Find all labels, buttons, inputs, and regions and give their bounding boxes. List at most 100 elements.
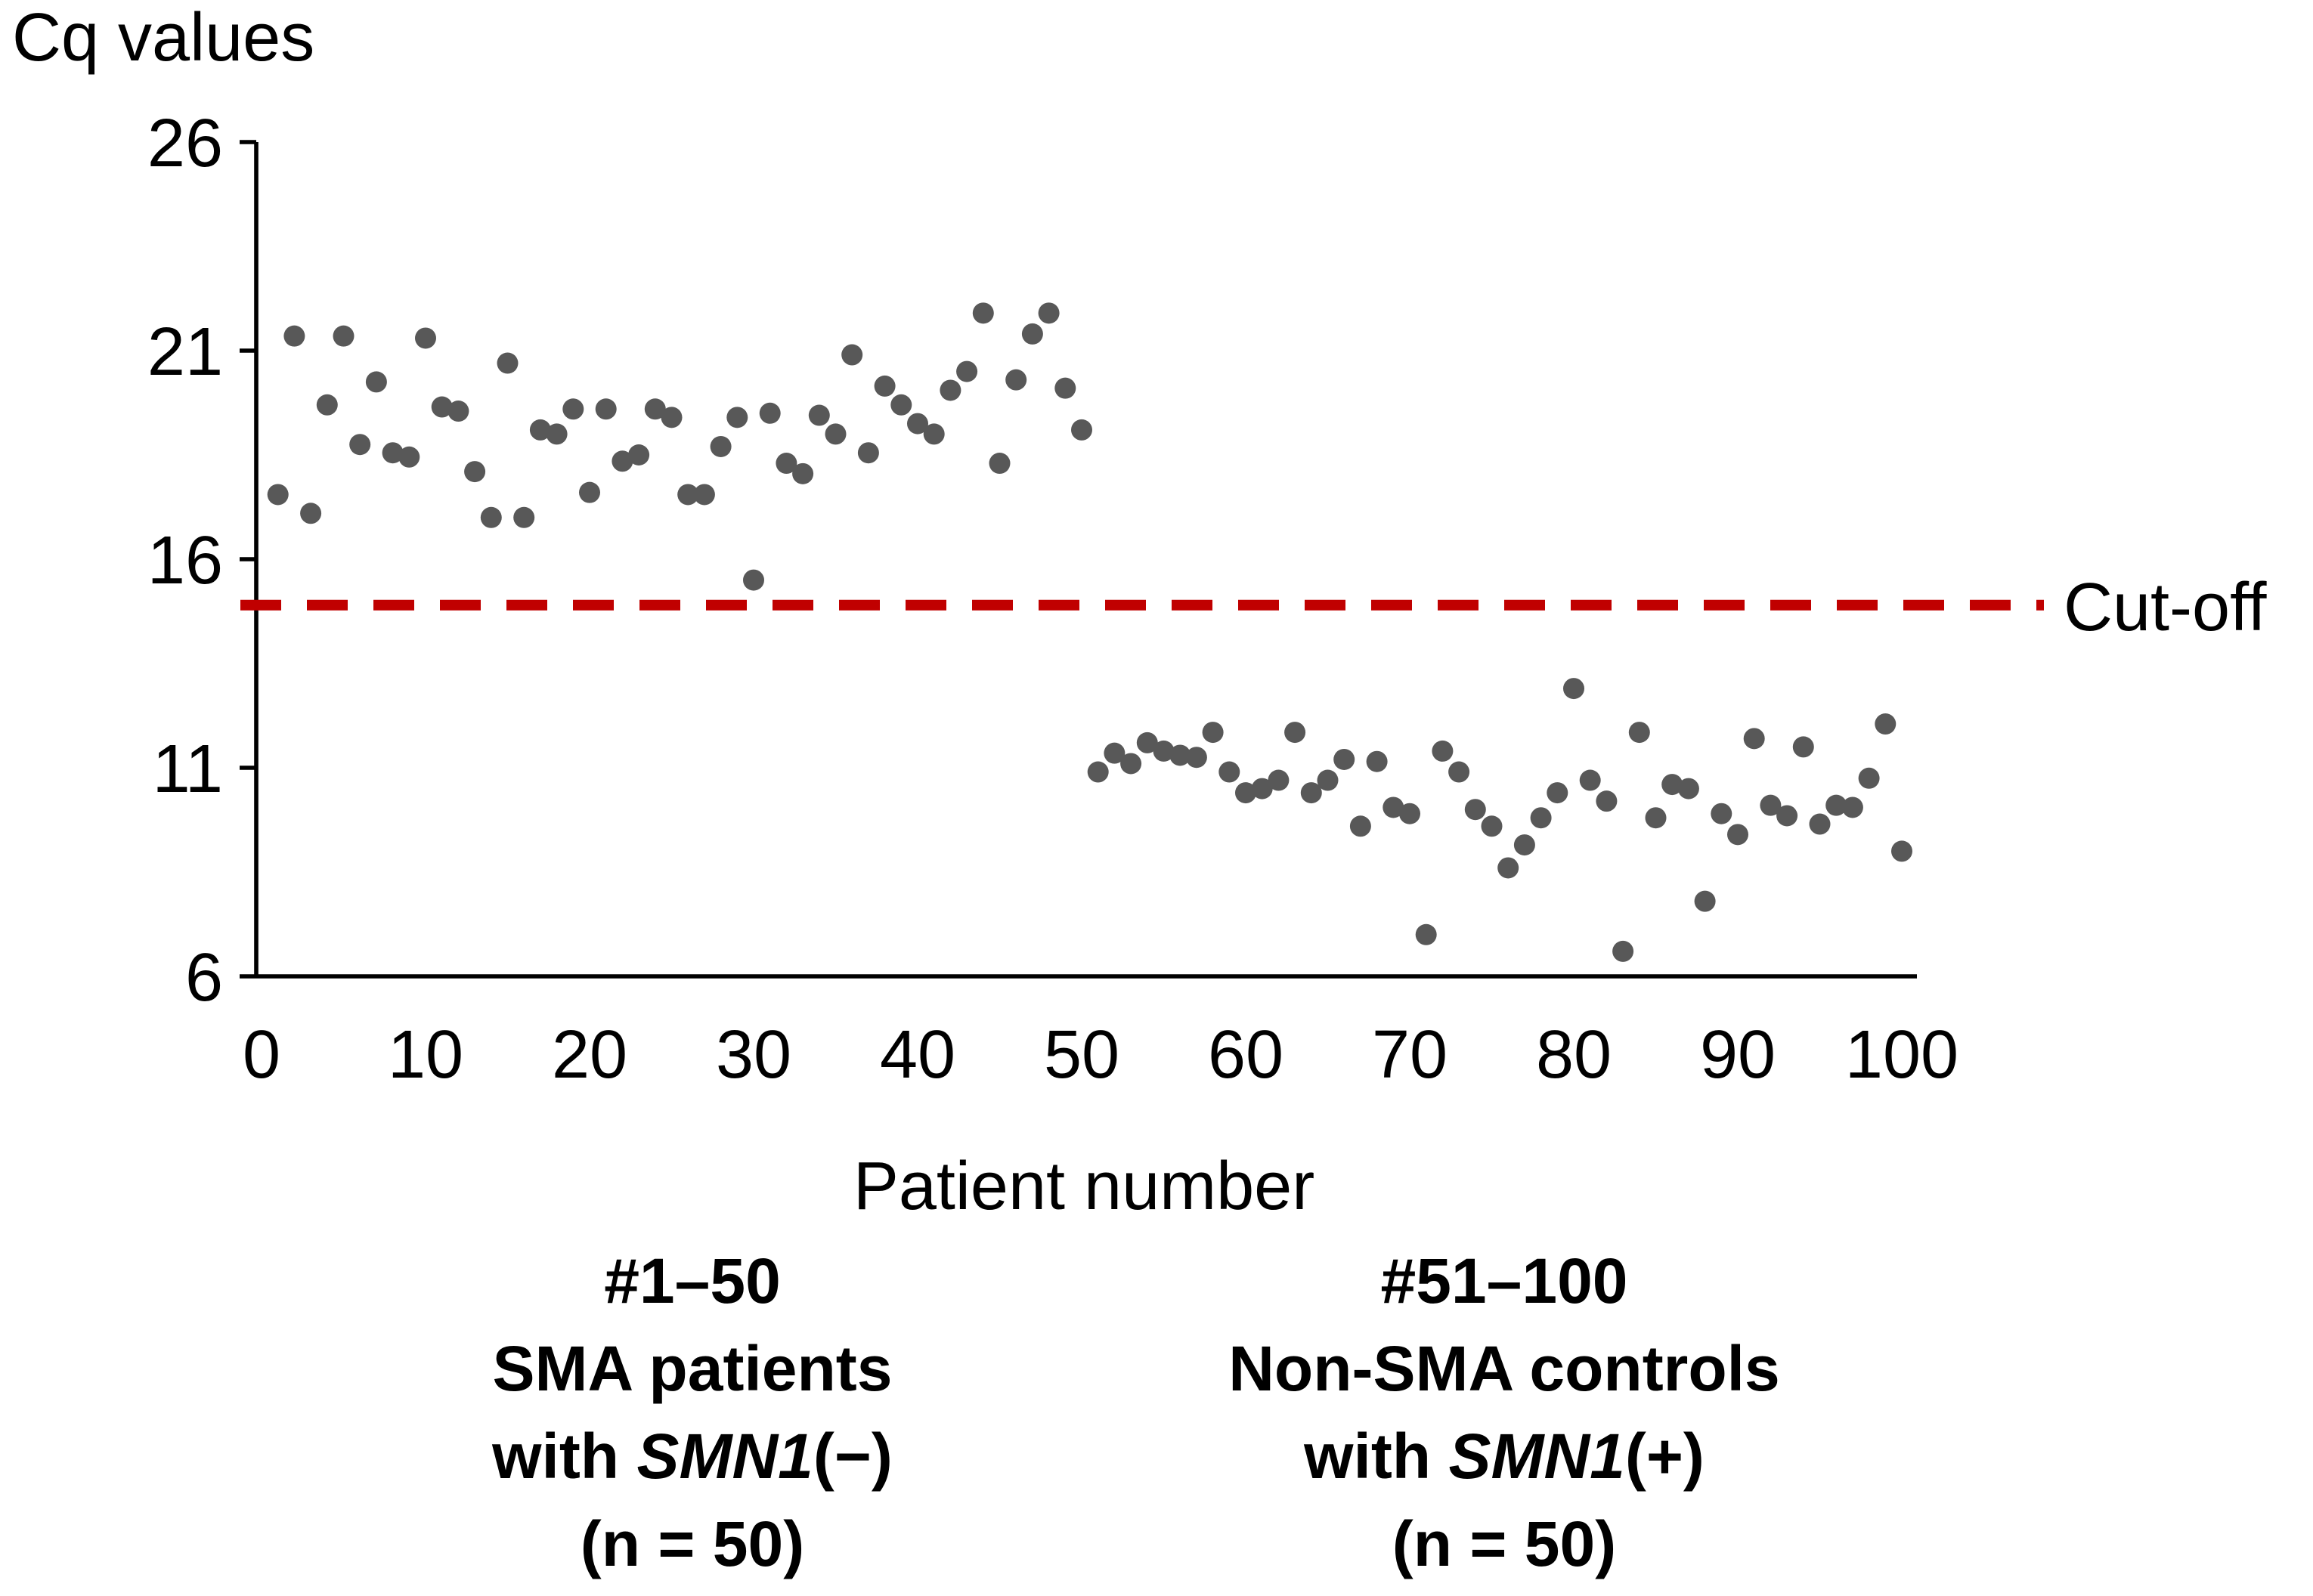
data-point bbox=[464, 461, 486, 483]
data-point bbox=[300, 503, 322, 524]
caption-group-name: Non-SMA controls bbox=[1228, 1333, 1780, 1404]
data-point bbox=[1875, 713, 1897, 735]
caption-group-1: #1–50 SMA patients with SMN1(−) (n = 50) bbox=[491, 1245, 893, 1579]
data-point bbox=[480, 506, 502, 528]
data-point bbox=[989, 453, 1011, 475]
data-point bbox=[1383, 796, 1404, 818]
data-point bbox=[1497, 857, 1519, 879]
data-point bbox=[1349, 815, 1371, 837]
data-point bbox=[1513, 834, 1535, 856]
data-point bbox=[513, 506, 535, 528]
data-point bbox=[316, 394, 338, 416]
data-point bbox=[1628, 722, 1650, 744]
data-point bbox=[890, 394, 912, 416]
data-point bbox=[283, 325, 305, 347]
data-point bbox=[1677, 778, 1699, 800]
data-point bbox=[1136, 732, 1158, 753]
data-point bbox=[1218, 761, 1240, 783]
data-point bbox=[1005, 369, 1027, 391]
data-point bbox=[365, 371, 387, 393]
data-point bbox=[1645, 807, 1667, 829]
data-point bbox=[956, 360, 978, 382]
data-point bbox=[1464, 799, 1486, 821]
data-point bbox=[1268, 769, 1290, 791]
caption-gene-line: with SMN1(−) bbox=[491, 1421, 893, 1492]
y-tick-label: 6 bbox=[185, 940, 223, 1016]
y-tick-labels: 26 21 16 11 6 bbox=[147, 106, 256, 1016]
data-point bbox=[1104, 742, 1126, 764]
data-point bbox=[1711, 803, 1732, 824]
data-point bbox=[661, 407, 683, 428]
data-point bbox=[1038, 302, 1060, 324]
x-tick-label: 50 bbox=[1044, 1017, 1119, 1093]
data-point bbox=[1891, 840, 1912, 862]
data-point bbox=[333, 325, 355, 347]
data-point bbox=[1300, 782, 1322, 804]
data-point bbox=[1415, 923, 1437, 945]
caption-group-name: SMA patients bbox=[493, 1333, 893, 1404]
data-point bbox=[857, 442, 879, 464]
data-point bbox=[874, 375, 896, 397]
y-tick-label: 26 bbox=[147, 106, 223, 181]
data-point bbox=[1202, 722, 1224, 744]
data-point bbox=[1284, 722, 1306, 744]
data-point bbox=[1087, 761, 1109, 783]
data-point bbox=[1169, 744, 1191, 766]
data-point bbox=[972, 302, 994, 324]
data-point bbox=[595, 398, 617, 420]
chart-title: Cq values bbox=[12, 0, 314, 76]
x-tick-label: 100 bbox=[1845, 1017, 1958, 1093]
data-point bbox=[825, 423, 847, 445]
data-point bbox=[1776, 805, 1798, 827]
data-point bbox=[612, 450, 633, 472]
data-point bbox=[1530, 807, 1552, 829]
x-tick-label: 10 bbox=[388, 1017, 463, 1093]
data-point bbox=[693, 484, 715, 506]
x-tick-labels: 0 10 20 30 40 50 60 70 80 90 100 bbox=[243, 1017, 1958, 1093]
data-point bbox=[1727, 824, 1748, 846]
data-point bbox=[1071, 419, 1092, 441]
data-point bbox=[267, 484, 289, 506]
data-point bbox=[546, 423, 568, 445]
x-tick-label: 70 bbox=[1372, 1017, 1448, 1093]
scatter-points bbox=[267, 302, 1912, 962]
caption-gene-line: with SMN1(+) bbox=[1303, 1421, 1705, 1492]
data-point bbox=[1120, 753, 1142, 775]
data-point bbox=[497, 352, 519, 374]
x-tick-label: 90 bbox=[1700, 1017, 1776, 1093]
data-point bbox=[382, 442, 404, 464]
caption-sample-size: (n = 50) bbox=[1392, 1508, 1616, 1579]
caption-range: #1–50 bbox=[604, 1245, 781, 1316]
data-point bbox=[940, 379, 961, 401]
gene-symbol: SMN1 bbox=[636, 1421, 813, 1492]
data-point bbox=[776, 453, 797, 475]
data-point bbox=[1054, 377, 1076, 399]
x-tick-label: 0 bbox=[243, 1017, 280, 1093]
caption-sample-size: (n = 50) bbox=[581, 1508, 804, 1579]
caption-group-2: #51–100 Non-SMA controls with SMN1(+) (n = … bbox=[1228, 1245, 1780, 1579]
x-axis-label: Patient number bbox=[853, 1149, 1314, 1224]
data-point bbox=[1333, 748, 1355, 770]
data-point bbox=[1661, 774, 1683, 796]
data-point bbox=[1021, 323, 1043, 345]
x-tick-label: 60 bbox=[1208, 1017, 1283, 1093]
data-point bbox=[644, 398, 666, 420]
x-tick-label: 20 bbox=[552, 1017, 627, 1093]
data-point bbox=[792, 462, 814, 484]
data-point bbox=[1809, 813, 1831, 835]
data-point bbox=[1596, 790, 1618, 812]
data-point bbox=[1760, 794, 1782, 816]
data-point bbox=[841, 344, 863, 366]
y-tick-label: 11 bbox=[153, 732, 223, 807]
x-tick-label: 80 bbox=[1536, 1017, 1612, 1093]
data-point bbox=[1432, 740, 1454, 762]
gene-symbol: SMN1 bbox=[1448, 1421, 1624, 1492]
data-point bbox=[808, 404, 830, 426]
data-point bbox=[1547, 782, 1568, 804]
data-point bbox=[923, 423, 945, 445]
data-point bbox=[743, 569, 764, 591]
data-point bbox=[1185, 747, 1207, 769]
data-point bbox=[907, 413, 928, 435]
